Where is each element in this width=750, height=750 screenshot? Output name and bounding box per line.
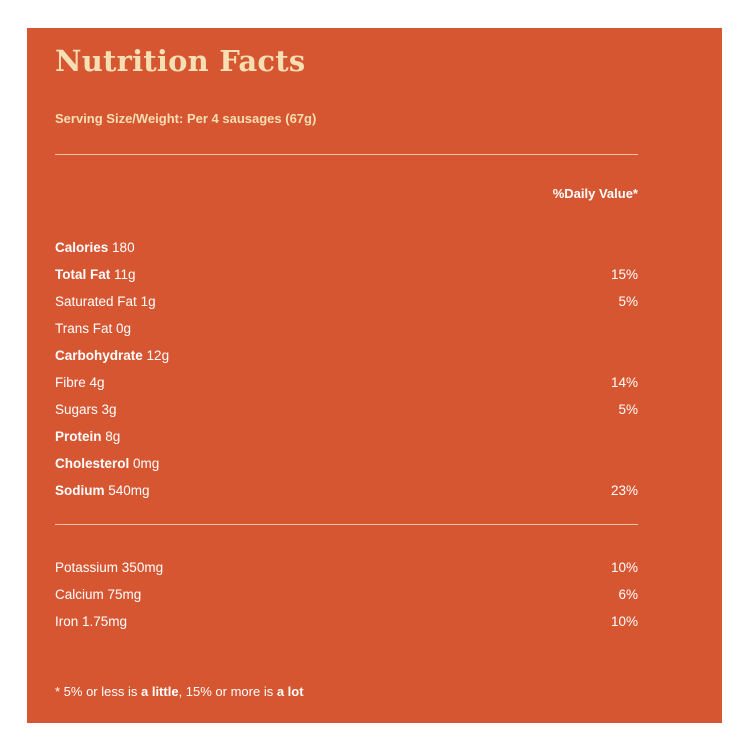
mineral-row-potassium: Potassium 350mg 10%	[55, 554, 638, 581]
nutrient-dv: 14%	[610, 375, 638, 390]
mineral-list: Potassium 350mg 10% Calcium 75mg 6% Iron…	[55, 554, 638, 635]
page-title: Nutrition Facts	[55, 44, 306, 78]
nutrient-amount: 12g	[146, 348, 170, 363]
divider-top	[55, 154, 638, 155]
nutrient-name: Carbohydrate	[55, 348, 143, 363]
divider-bottom	[55, 524, 638, 525]
nutrient-row-calories: Calories 180	[55, 234, 638, 261]
nutrient-amount: 1g	[140, 294, 156, 309]
mineral-name: Calcium	[55, 587, 104, 602]
nutrient-list: Calories 180 Total Fat 11g 15% Saturated…	[55, 234, 638, 504]
nutrient-amount: 180	[112, 240, 135, 255]
nutrient-amount: 11g	[114, 267, 136, 282]
nutrient-row-sodium: Sodium 540mg 23%	[55, 477, 638, 504]
nutrient-row-protein: Protein 8g	[55, 423, 638, 450]
mineral-name: Potassium	[55, 560, 119, 575]
nutrient-name: Sodium	[55, 483, 105, 498]
nutrient-name: Total Fat	[55, 267, 111, 282]
nutrient-row-trans-fat: Trans Fat 0g	[55, 315, 638, 342]
nutrient-amount: 4g	[89, 375, 105, 390]
nutrition-facts-panel: Nutrition Facts Serving Size/Weight: Per…	[27, 28, 722, 723]
nutrient-amount: 3g	[101, 402, 117, 417]
nutrient-name: Calories	[55, 240, 109, 255]
nutrient-row-sugars: Sugars 3g 5%	[55, 396, 638, 423]
serving-size: Serving Size/Weight: Per 4 sausages (67g…	[55, 111, 317, 126]
nutrient-name: Cholesterol	[55, 456, 130, 471]
mineral-amount: 1.75mg	[82, 614, 128, 629]
nutrient-row-cholesterol: Cholesterol 0mg	[55, 450, 638, 477]
nutrient-dv: 5%	[618, 294, 638, 309]
nutrient-row-fibre: Fibre 4g 14%	[55, 369, 638, 396]
nutrient-name: Sugars	[55, 402, 98, 417]
nutrient-row-total-fat: Total Fat 11g 15%	[55, 261, 638, 288]
nutrient-amount: 0mg	[133, 456, 160, 471]
mineral-dv: 10%	[610, 614, 638, 629]
mineral-dv: 10%	[610, 560, 638, 575]
nutrient-name: Fibre	[55, 375, 86, 390]
nutrient-amount: 540mg	[108, 483, 150, 498]
nutrient-amount: 8g	[105, 429, 121, 444]
nutrient-name: Protein	[55, 429, 102, 444]
footnote-little: a little	[140, 684, 179, 699]
footnote-lot: a lot	[276, 684, 304, 699]
nutrient-dv: 5%	[618, 402, 638, 417]
mineral-name: Iron	[55, 614, 79, 629]
mineral-amount: 75mg	[107, 587, 142, 602]
nutrient-dv: 23%	[610, 483, 638, 498]
footnote: * 5% or less is a little, 15% or more is…	[55, 684, 304, 699]
nutrient-dv: 15%	[610, 267, 638, 282]
nutrient-row-carbohydrate: Carbohydrate 12g	[55, 342, 638, 369]
mineral-dv: 6%	[618, 587, 638, 602]
nutrient-name: Saturated Fat	[55, 294, 137, 309]
nutrient-name: Trans Fat	[55, 321, 113, 336]
nutrient-row-saturated-fat: Saturated Fat 1g 5%	[55, 288, 638, 315]
mineral-amount: 350mg	[121, 560, 164, 575]
nutrient-amount: 0g	[116, 321, 132, 336]
mineral-row-calcium: Calcium 75mg 6%	[55, 581, 638, 608]
mineral-row-iron: Iron 1.75mg 10%	[55, 608, 638, 635]
daily-value-header: %Daily Value*	[552, 186, 638, 201]
